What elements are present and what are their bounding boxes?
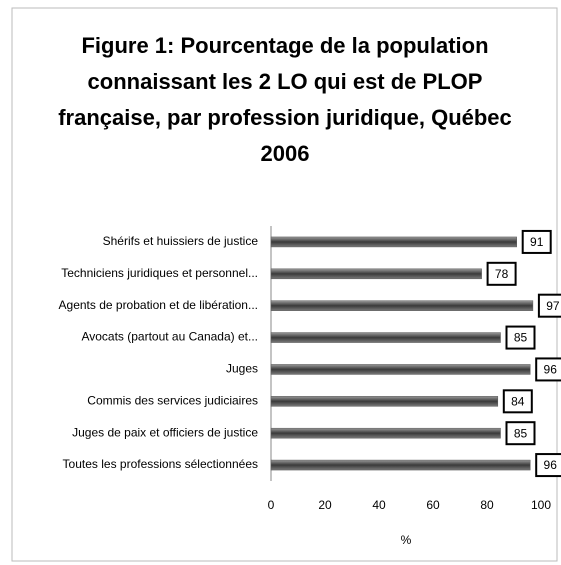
data-label-box <box>535 357 561 382</box>
x-tick-label: 100 <box>531 498 551 512</box>
y-tick-label: Avocats (partout au Canada) et... <box>81 330 258 344</box>
bar <box>270 300 534 311</box>
x-tick-label: 80 <box>480 498 494 512</box>
y-tick-label: Juges <box>226 362 258 376</box>
data-label: 97 <box>546 299 560 313</box>
y-tick-label: Commis des services judiciaires <box>87 393 258 407</box>
y-tick-label: Shérifs et huissiers de justice <box>103 234 259 248</box>
y-tick-label: Agents de probation et de libération... <box>59 298 258 312</box>
data-label-box <box>505 421 536 446</box>
y-tick-label: Toutes les professions sélectionnées <box>63 457 258 471</box>
bar <box>270 236 517 248</box>
bar <box>270 396 499 407</box>
y-tick-label: Techniciens juridiques et personnel... <box>61 266 258 280</box>
x-axis-label: % <box>401 533 412 547</box>
data-label-box <box>502 389 533 414</box>
bar <box>270 364 531 375</box>
data-label: 85 <box>514 331 528 345</box>
data-label-box <box>486 261 517 286</box>
data-label: 91 <box>530 235 544 249</box>
data-label: 85 <box>514 426 528 440</box>
data-label-box <box>521 229 552 254</box>
bar <box>270 427 501 439</box>
x-tick-label: 0 <box>268 498 275 512</box>
bar <box>270 459 531 471</box>
data-label: 78 <box>495 267 509 281</box>
bar <box>270 268 482 280</box>
data-label-box <box>505 325 536 350</box>
data-label: 96 <box>544 458 558 472</box>
x-tick-label: 60 <box>426 498 440 512</box>
data-label-box <box>537 293 561 318</box>
x-tick-label: 20 <box>318 498 332 512</box>
data-label: 96 <box>544 363 558 377</box>
chart-title: Figure 1: Pourcentage de la population c… <box>58 33 512 166</box>
x-tick-label: 40 <box>372 498 386 512</box>
chart-frame <box>11 7 558 562</box>
data-label: 84 <box>511 394 525 408</box>
bar <box>270 332 501 343</box>
y-tick-label: Juges de paix et officiers de justice <box>72 425 258 439</box>
data-label-box <box>535 453 561 478</box>
